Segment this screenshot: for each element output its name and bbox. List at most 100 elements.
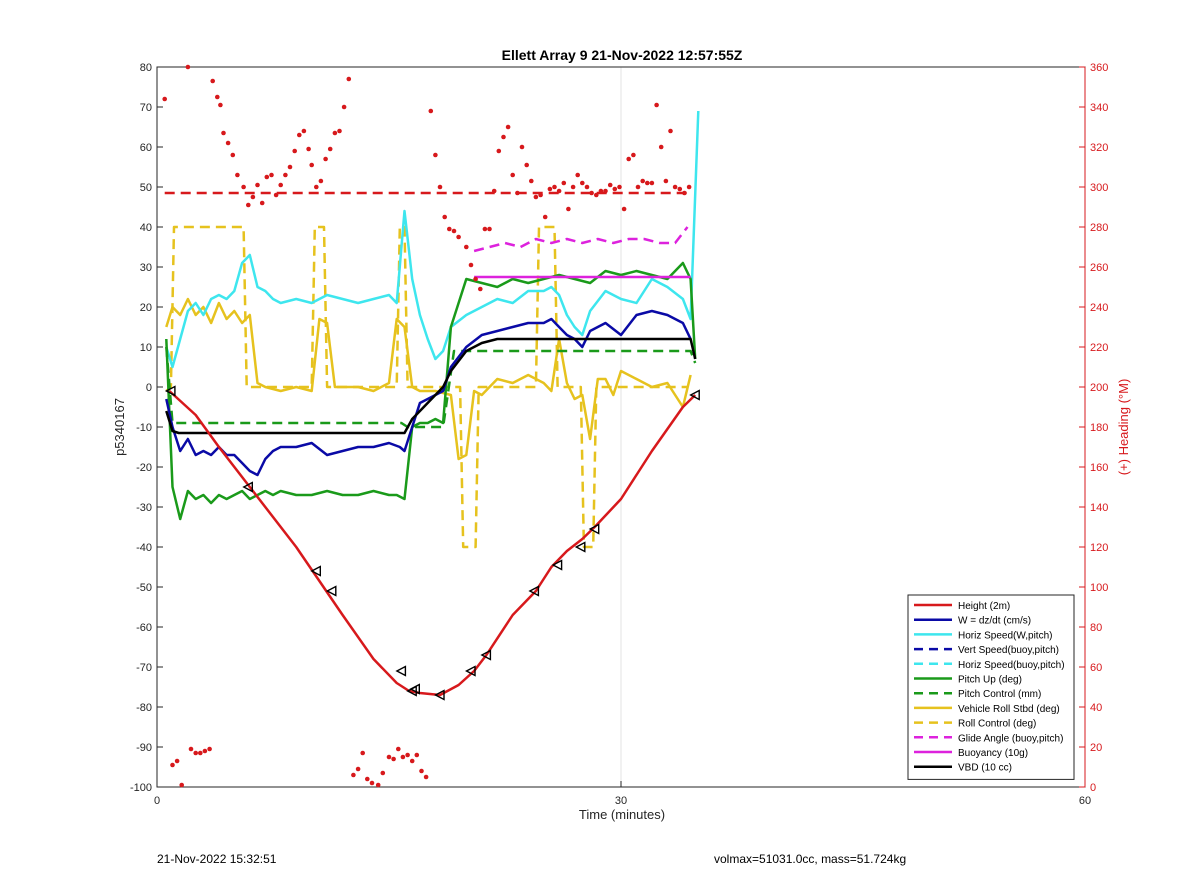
series-line-glide-angle-buoy-pitch bbox=[473, 226, 689, 253]
y-right-tick-label: 300 bbox=[1090, 182, 1108, 194]
heading-point bbox=[360, 750, 366, 756]
heading-point bbox=[515, 190, 520, 196]
heading-point bbox=[654, 102, 659, 108]
y-right-tick-label: 40 bbox=[1090, 702, 1102, 714]
heading-point bbox=[327, 146, 333, 152]
heading-point bbox=[287, 164, 293, 170]
heading-point bbox=[301, 128, 307, 134]
heading-point bbox=[423, 774, 429, 780]
heading-point bbox=[332, 130, 338, 136]
legend-label: Buoyancy (10g) bbox=[958, 748, 1028, 759]
heading-point bbox=[405, 752, 410, 758]
heading-point bbox=[351, 772, 356, 778]
y-left-tick-label: -60 bbox=[136, 622, 152, 634]
heading-point bbox=[185, 64, 191, 70]
heading-point bbox=[400, 754, 406, 760]
legend-label: Glide Angle (buoy,pitch) bbox=[958, 733, 1063, 744]
heading-point bbox=[478, 286, 483, 292]
heading-point bbox=[580, 180, 585, 186]
heading-point bbox=[663, 178, 669, 184]
y-left-tick-label: -100 bbox=[130, 782, 152, 794]
heading-point bbox=[635, 184, 641, 190]
heading-point bbox=[391, 756, 396, 762]
heading-point bbox=[188, 746, 194, 752]
heading-point bbox=[649, 180, 655, 186]
legend-label: Height (2m) bbox=[958, 601, 1010, 612]
height-marker bbox=[689, 389, 700, 401]
series-line-height-2m bbox=[168, 390, 697, 697]
heading-point bbox=[575, 172, 580, 178]
series-line-vehicle-roll-stbd-deg bbox=[165, 297, 692, 461]
legend-label: Vert Speed(buoy,pitch) bbox=[958, 645, 1059, 656]
heading-point bbox=[570, 184, 576, 190]
heading-point bbox=[409, 758, 415, 764]
legend-label: Pitch Up (deg) bbox=[958, 675, 1022, 686]
heading-point bbox=[473, 276, 478, 282]
heading-point bbox=[193, 750, 198, 756]
y-right-tick-label: 360 bbox=[1090, 62, 1108, 74]
height-marker bbox=[164, 385, 176, 397]
heading-point bbox=[207, 746, 212, 752]
y-right-tick-label: 220 bbox=[1090, 342, 1108, 354]
height-marker bbox=[434, 689, 445, 701]
height-marker bbox=[528, 585, 540, 597]
heading-point bbox=[456, 234, 461, 240]
heading-point bbox=[235, 172, 240, 178]
heading-point bbox=[278, 182, 284, 188]
x-axis-label: Time (minutes) bbox=[579, 807, 665, 822]
legend: Height (2m) W = dz/dt (cm/s) Horiz Speed(W… bbox=[907, 594, 1075, 780]
heading-point bbox=[386, 754, 392, 760]
footer-summary: volmax=51031.0cc, mass=51.724kg bbox=[714, 852, 907, 866]
heading-point bbox=[645, 180, 650, 186]
heading-point bbox=[447, 226, 452, 232]
legend-label: VBD (10 cc) bbox=[958, 763, 1012, 774]
heading-point bbox=[309, 162, 315, 168]
y-right-tick-label: 200 bbox=[1090, 382, 1108, 394]
heading-point bbox=[496, 148, 502, 154]
heading-point bbox=[365, 776, 370, 782]
heading-point bbox=[468, 262, 474, 268]
heading-point bbox=[621, 206, 627, 212]
heading-point bbox=[561, 180, 567, 186]
y-left-tick-label: -30 bbox=[136, 502, 152, 514]
heading-point bbox=[594, 192, 599, 198]
heading-point bbox=[341, 104, 347, 110]
series-line-vbd-10-cc bbox=[165, 337, 697, 435]
heading-point bbox=[487, 226, 492, 232]
heading-point bbox=[210, 78, 215, 84]
heading-point bbox=[179, 782, 184, 788]
heading-point bbox=[174, 758, 180, 764]
heading-point bbox=[538, 192, 543, 198]
heading-point bbox=[617, 184, 622, 190]
y-right-tick-label: 320 bbox=[1090, 142, 1108, 154]
legend-label: Roll Control (deg) bbox=[958, 719, 1036, 730]
heading-point bbox=[269, 172, 274, 178]
y-left-tick-label: 60 bbox=[140, 142, 152, 154]
y-left-tick-label: 80 bbox=[140, 62, 152, 74]
legend-label: Pitch Control (mm) bbox=[958, 689, 1041, 700]
heading-point bbox=[505, 124, 511, 130]
heading-point bbox=[369, 780, 375, 786]
y-left-tick-label: -20 bbox=[136, 462, 152, 474]
heading-point bbox=[566, 206, 571, 212]
y-left-tick-label: 10 bbox=[140, 342, 152, 354]
height-marker bbox=[574, 541, 586, 553]
y-right-tick-label: 100 bbox=[1090, 582, 1108, 594]
heading-point bbox=[556, 188, 562, 194]
height-marker bbox=[551, 559, 563, 571]
y-right-tick-label: 240 bbox=[1090, 302, 1108, 314]
heading-point bbox=[297, 132, 302, 138]
height-marker bbox=[409, 683, 420, 695]
y-right-tick-label: 20 bbox=[1090, 742, 1102, 754]
legend-label: Vehicle Roll Stbd (deg) bbox=[958, 704, 1060, 715]
heading-point bbox=[552, 184, 557, 190]
heading-point bbox=[318, 178, 324, 184]
heading-point bbox=[442, 214, 448, 220]
heading-point bbox=[414, 752, 420, 758]
heading-point bbox=[323, 156, 328, 162]
y-right-tick-label: 140 bbox=[1090, 502, 1108, 514]
heading-point bbox=[221, 130, 226, 136]
height-marker bbox=[465, 665, 476, 677]
heading-point bbox=[631, 152, 636, 158]
y-left-tick-label: 40 bbox=[140, 222, 152, 234]
